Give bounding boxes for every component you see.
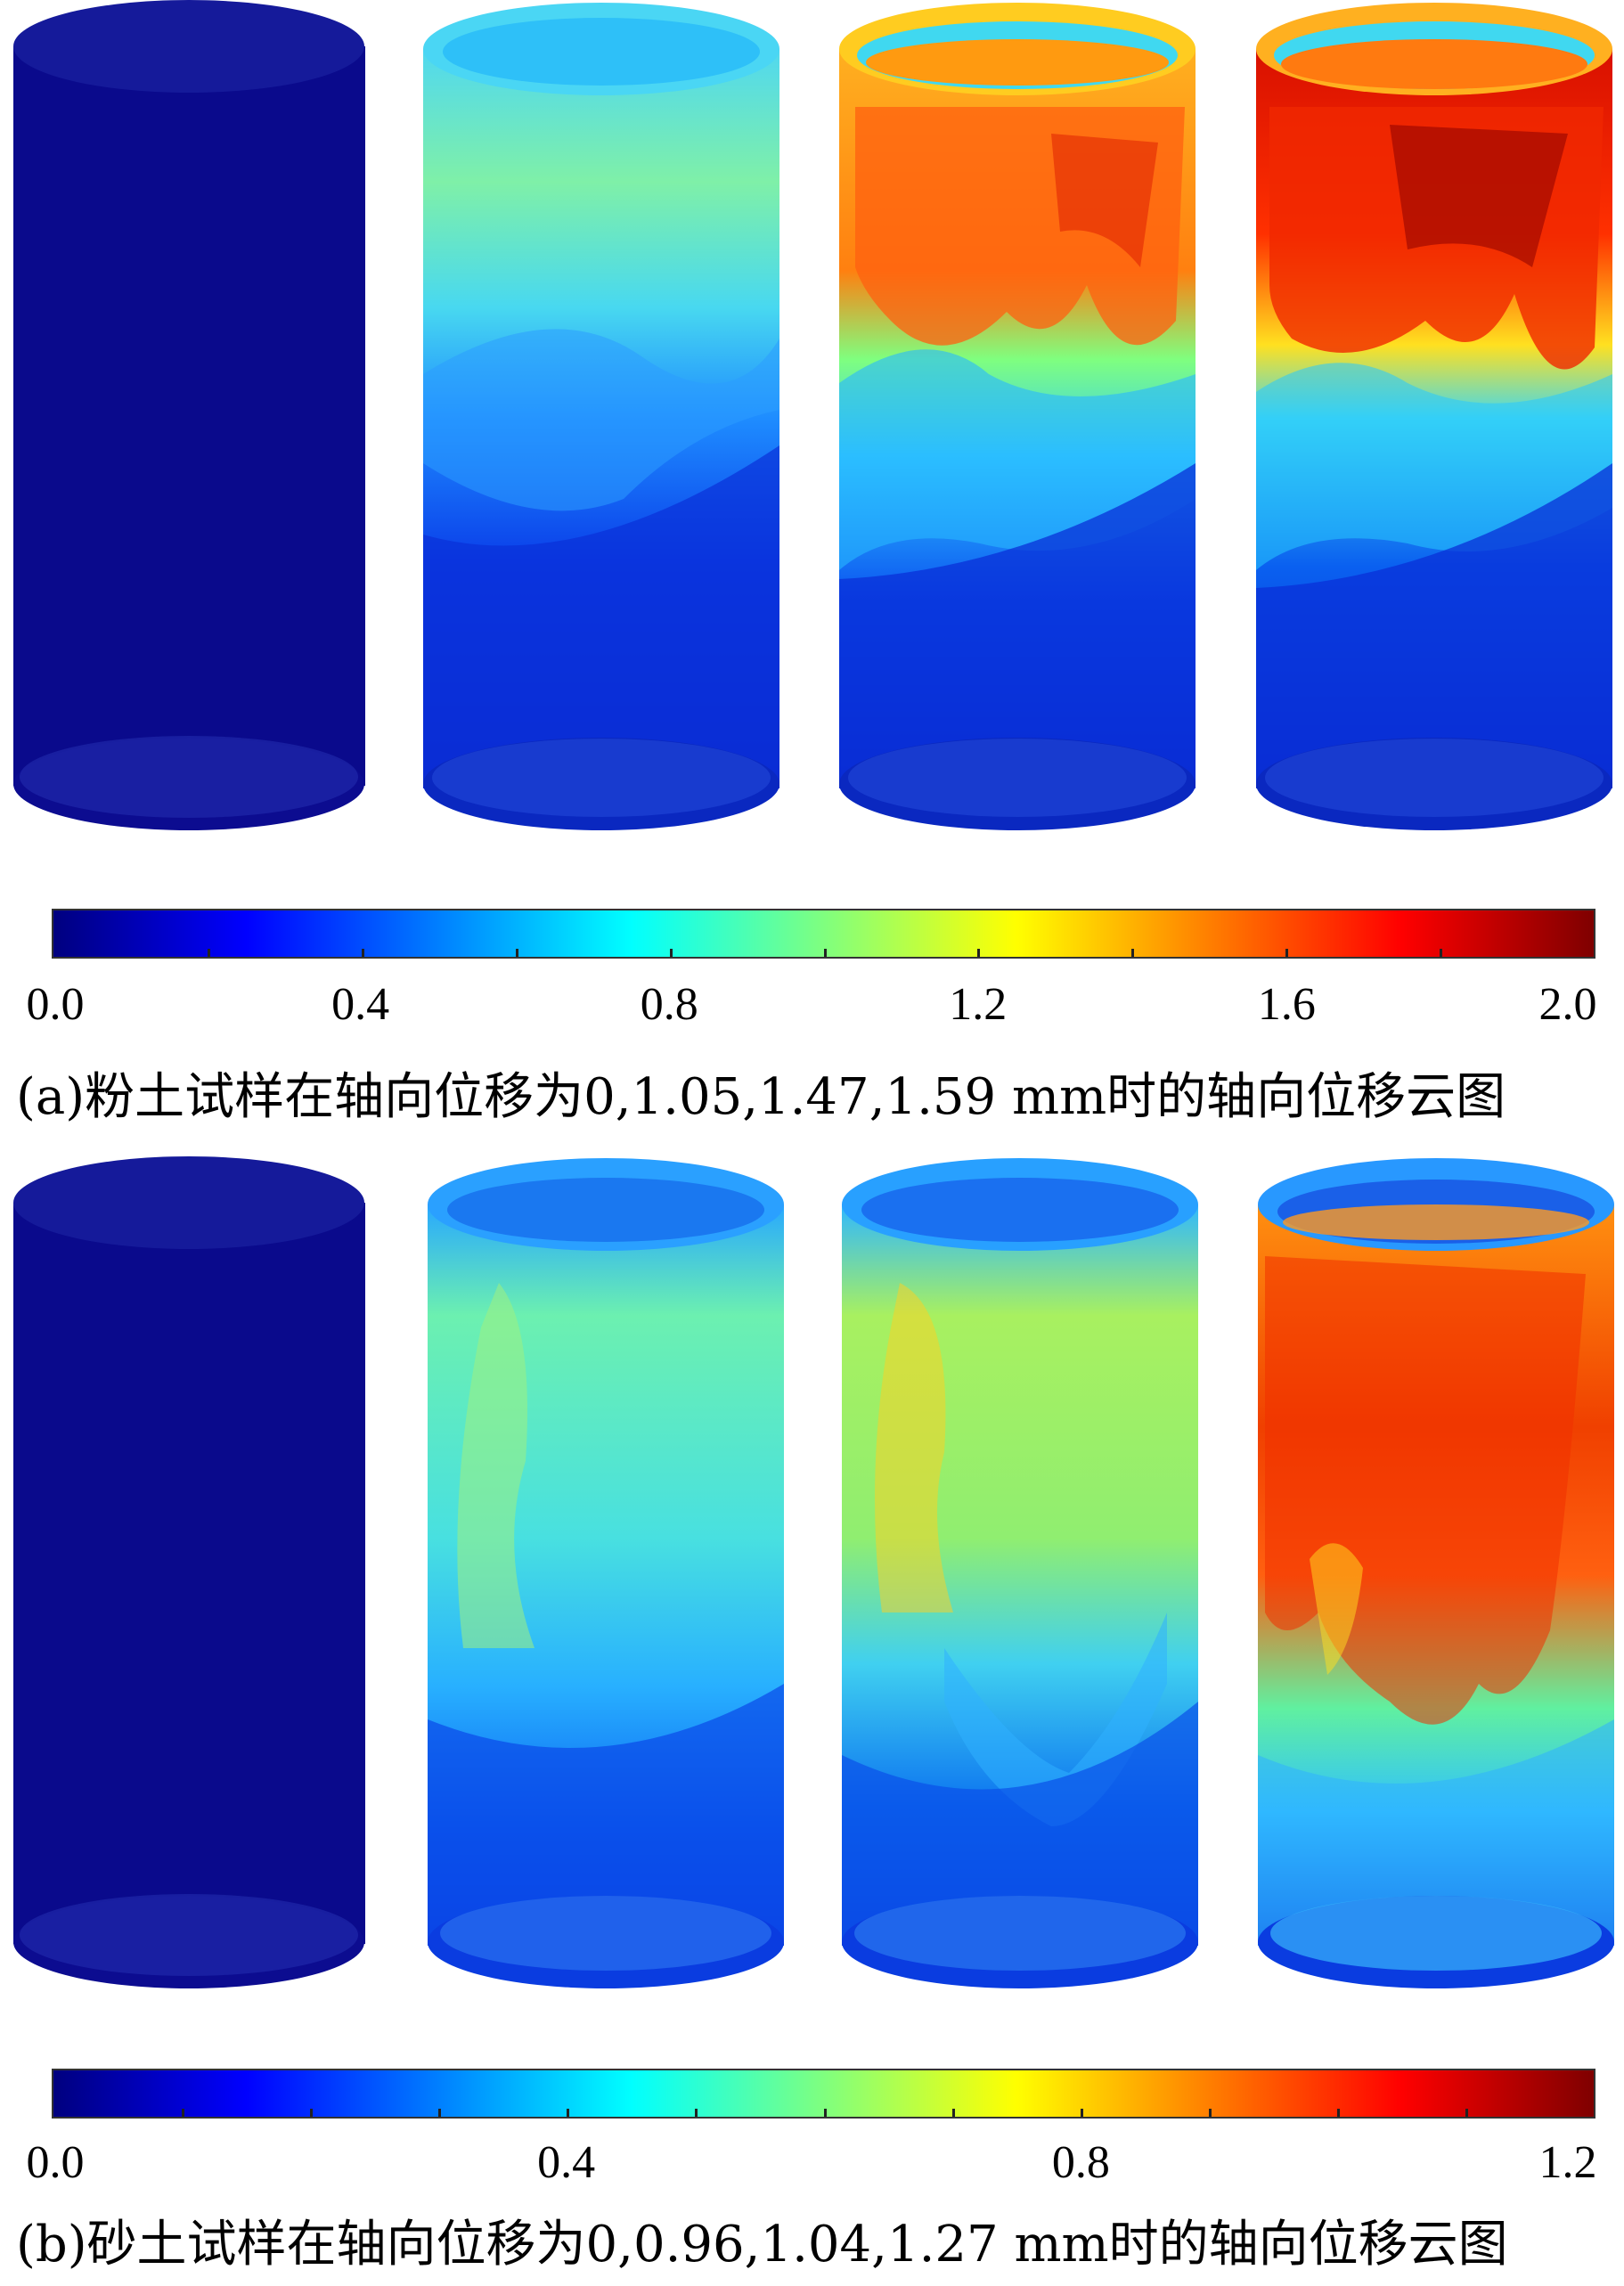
colorbar-tick [695,2109,698,2117]
colorbar-tick-label: 0.0 [26,2137,85,2188]
panel-a: 0.0 0.4 0.8 1.2 1.6 2.0 (a)粉土试样在轴向位移为0,1.05,1… [13,0,1612,1126]
colorbar-tick-label: 0.8 [640,979,698,1030]
colorbar-tick [951,2109,955,2117]
specimen-b3 [842,1158,1198,1988]
colorbar-tick [361,949,364,957]
colorbar-tick [310,2109,314,2117]
colorbar-tick [182,2109,185,2117]
colorbar-b [52,2069,1595,2119]
specimen-b4 [1258,1158,1614,1988]
colorbar-tick-label: 1.2 [1538,2137,1597,2188]
colorbar-tick [1080,2109,1083,2117]
specimen-a2 [423,3,779,830]
specimen-a3 [839,3,1196,830]
colorbar-tick [207,949,210,957]
panel-b: 0.0 0.4 0.8 1.2 (b)砂土试样在轴向位移为0,0.96,1.04,1.… [0,1149,1624,2286]
colorbar-tick [823,2109,827,2117]
colorbar-tick [1131,949,1135,957]
colorbar-tick [1285,949,1289,957]
colorbar-tick [977,949,981,957]
caption-b: (b)砂土试样在轴向位移为0,0.96,1.04,1.27 mm时的轴向位移云图 [16,2216,1508,2274]
caption-a: (a)粉土试样在轴向位移为0,1.05,1.47,1.59 mm时的轴向位移云图 [16,1068,1506,1126]
panel-a-contour-plots [13,0,1612,830]
colorbar-tick [1208,2109,1212,2117]
specimen-b1 [13,1156,365,1988]
colorbar-tick [515,949,518,957]
specimen-a1 [13,0,365,830]
colorbar-tick-label: 0.8 [1051,2137,1110,2188]
colorbar-tick-label: 0.4 [331,979,390,1030]
colorbar-tick [1440,949,1443,957]
colorbar-tick-label: 2.0 [1538,979,1597,1030]
specimen-a4 [1256,3,1612,830]
colorbar-tick-label: 1.2 [949,979,1008,1030]
panel-b-contour-plots [13,1156,1614,1988]
colorbar-tick [567,2109,570,2117]
colorbar-a [52,909,1595,959]
colorbar-tick-label: 1.6 [1257,979,1316,1030]
colorbar-tick [823,949,827,957]
colorbar-tick-label: 0.0 [26,979,85,1030]
colorbar-tick [438,2109,442,2117]
colorbar-tick [1465,2109,1468,2117]
colorbar-tick-label: 0.4 [537,2137,596,2188]
colorbar-tick [669,949,673,957]
colorbar-tick [1336,2109,1340,2117]
specimen-b2 [428,1158,784,1988]
